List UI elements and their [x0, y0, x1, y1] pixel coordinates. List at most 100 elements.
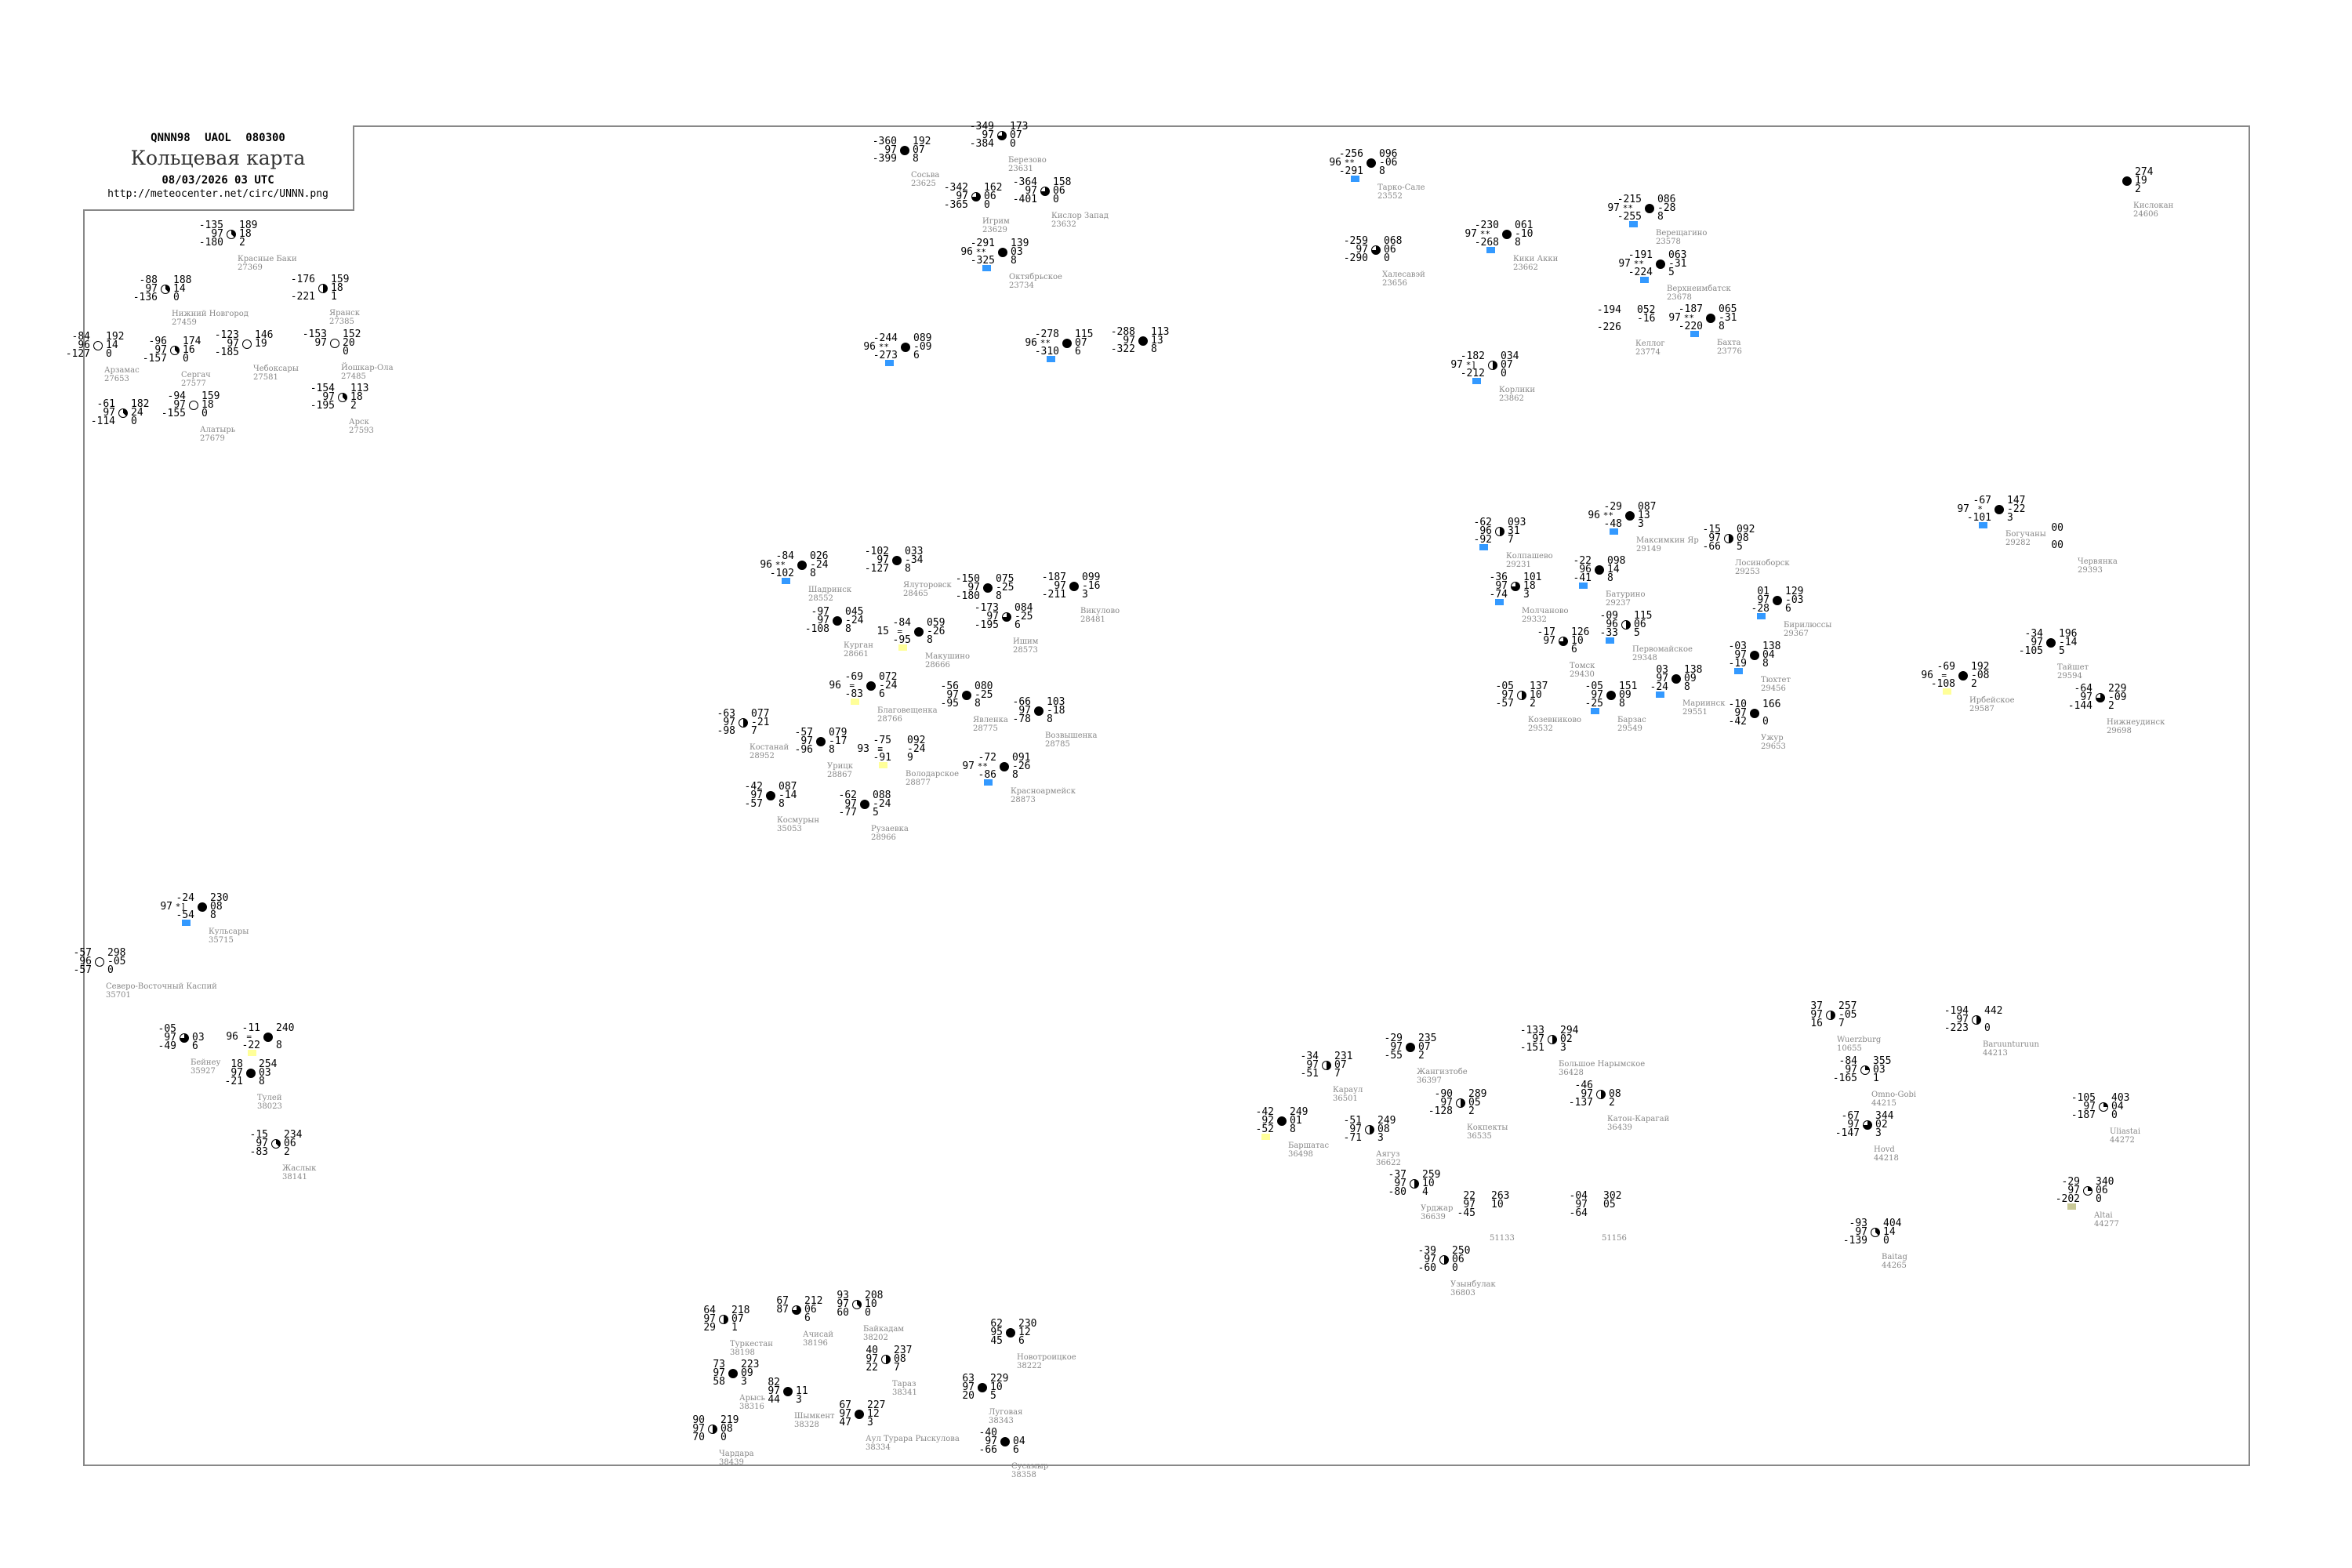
pressure-tendency: 07 [1075, 337, 1087, 349]
pressure-tendency: 07 [1501, 359, 1513, 371]
station-name: Omno-Gobi [1871, 1091, 1917, 1099]
temperature: -39 [1417, 1245, 1436, 1257]
pressure: 045 [845, 606, 864, 618]
station-index: 29149 [1636, 545, 1661, 554]
temperature: 37 [1810, 1000, 1823, 1012]
station-index: 51156 [1602, 1234, 1627, 1243]
visibility: 96 [226, 1031, 238, 1043]
cloud-cover-icon [2096, 693, 2105, 702]
visibility: 97 [1450, 359, 1463, 371]
visibility: 97 [1656, 673, 1668, 684]
station-name: Урицк [827, 762, 853, 771]
dew-point: 29 [703, 1322, 716, 1334]
station-flag-marker [1479, 544, 1488, 550]
cloud-amount: 6 [1018, 1335, 1025, 1347]
cloud-amount: 0 [1984, 1022, 1991, 1034]
station-name: Кислор Запад [1051, 212, 1109, 220]
pressure: 026 [810, 550, 829, 562]
station-name: Алатырь [200, 426, 236, 434]
map-url[interactable]: http://meteocenter.net/circ/UNNN.png [107, 188, 328, 200]
station-flag-marker [898, 644, 907, 651]
temperature: -123 [214, 329, 239, 341]
pressure-tendency: -10 [1515, 228, 1534, 240]
cloud-cover-icon [271, 1139, 281, 1149]
dew-point: -212 [1460, 368, 1485, 379]
station-index: 38196 [803, 1339, 828, 1348]
station-name: Жаслык [282, 1164, 317, 1173]
visibility: 97 [173, 399, 186, 411]
pressure: 237 [894, 1345, 913, 1356]
pressure-tendency: -24 [879, 680, 898, 691]
dew-point: 70 [692, 1432, 705, 1443]
cloud-amount: 0 [131, 416, 137, 427]
pressure-tendency: 08 [210, 901, 223, 913]
cloud-amount: 0 [343, 346, 349, 358]
visibility: 97 [1390, 1041, 1403, 1053]
cloud-cover-icon [1006, 1328, 1015, 1338]
pressure-tendency: 06 [1384, 244, 1396, 256]
station-index: 23774 [1635, 348, 1661, 357]
station-flag-marker [1495, 599, 1504, 605]
temperature: 67 [839, 1399, 851, 1411]
pressure-tendency: 03 [1011, 246, 1023, 258]
cloud-cover-icon [1367, 158, 1376, 168]
temperature: -135 [198, 220, 223, 231]
cloud-amount: 8 [913, 153, 919, 165]
station-index: 27679 [200, 434, 225, 443]
cloud-cover-icon [1750, 651, 1759, 660]
station-index: 38358 [1011, 1471, 1036, 1479]
visibility: 97 [1543, 635, 1555, 647]
visibility: 97 [1581, 1088, 1593, 1100]
cloud-cover-icon [962, 691, 971, 700]
station-name: Йошкар-Ола [341, 364, 394, 372]
cloud-cover-icon [1671, 674, 1681, 684]
temperature: -42 [744, 781, 763, 793]
station-index: 28867 [827, 771, 852, 779]
cloud-amount: 0 [865, 1307, 871, 1319]
pressure-tendency: -24 [810, 559, 829, 571]
pressure: 115 [1634, 610, 1653, 622]
dew-point: -28 [1751, 603, 1769, 615]
station-flag-marker [1472, 378, 1481, 384]
pressure-tendency: -26 [1012, 760, 1031, 772]
station-index: 23734 [1009, 281, 1034, 290]
cloud-amount: 3 [1875, 1127, 1882, 1139]
cloud-cover-icon [180, 1033, 189, 1043]
visibility: 97 [986, 611, 999, 622]
station-name: Кокпекты [1467, 1123, 1508, 1132]
station-index: 36428 [1559, 1069, 1584, 1077]
cloud-amount: 8 [829, 744, 835, 756]
weather-symbol-icon: ** [1040, 338, 1051, 348]
cloud-amount: 8 [975, 698, 981, 710]
station-name: Жангизтобе [1417, 1068, 1468, 1076]
station-flag-marker [1690, 331, 1699, 337]
cloud-cover-icon [2083, 1186, 2092, 1196]
cloud-cover-icon [1645, 204, 1654, 213]
station-index: 35701 [106, 991, 131, 1000]
visibility: 97 [1440, 1097, 1453, 1109]
weather-symbol-icon: ** [1683, 313, 1694, 323]
cloud-cover-icon [2046, 638, 2056, 648]
visibility: 95 [990, 1327, 1003, 1338]
station-name: Бирилюссы [1784, 621, 1832, 630]
dew-point: -211 [1041, 589, 1066, 601]
cloud-cover-icon [242, 339, 252, 349]
station-name: Кики Акки [1513, 255, 1559, 263]
pressure: 227 [867, 1399, 886, 1411]
station-name: Барзас [1617, 716, 1646, 724]
pressure: 065 [1719, 303, 1737, 315]
visibility: 97 [750, 789, 763, 801]
pressure-tendency: 06 [2096, 1185, 2108, 1196]
station-index: 29594 [2057, 672, 2082, 681]
cloud-amount: 3 [867, 1417, 873, 1428]
station-index: 36639 [1421, 1213, 1446, 1221]
pressure-tendency: -09 [913, 341, 932, 353]
dew-point: -83 [844, 688, 863, 700]
station-name: Арзамас [104, 366, 140, 375]
dew-point: -127 [65, 348, 90, 360]
pressure-tendency: 09 [1619, 689, 1632, 701]
cloud-amount: 2 [284, 1146, 290, 1158]
dew-point: -180 [198, 237, 223, 249]
dew-point: -57 [744, 798, 763, 810]
cloud-cover-icon [118, 408, 128, 418]
